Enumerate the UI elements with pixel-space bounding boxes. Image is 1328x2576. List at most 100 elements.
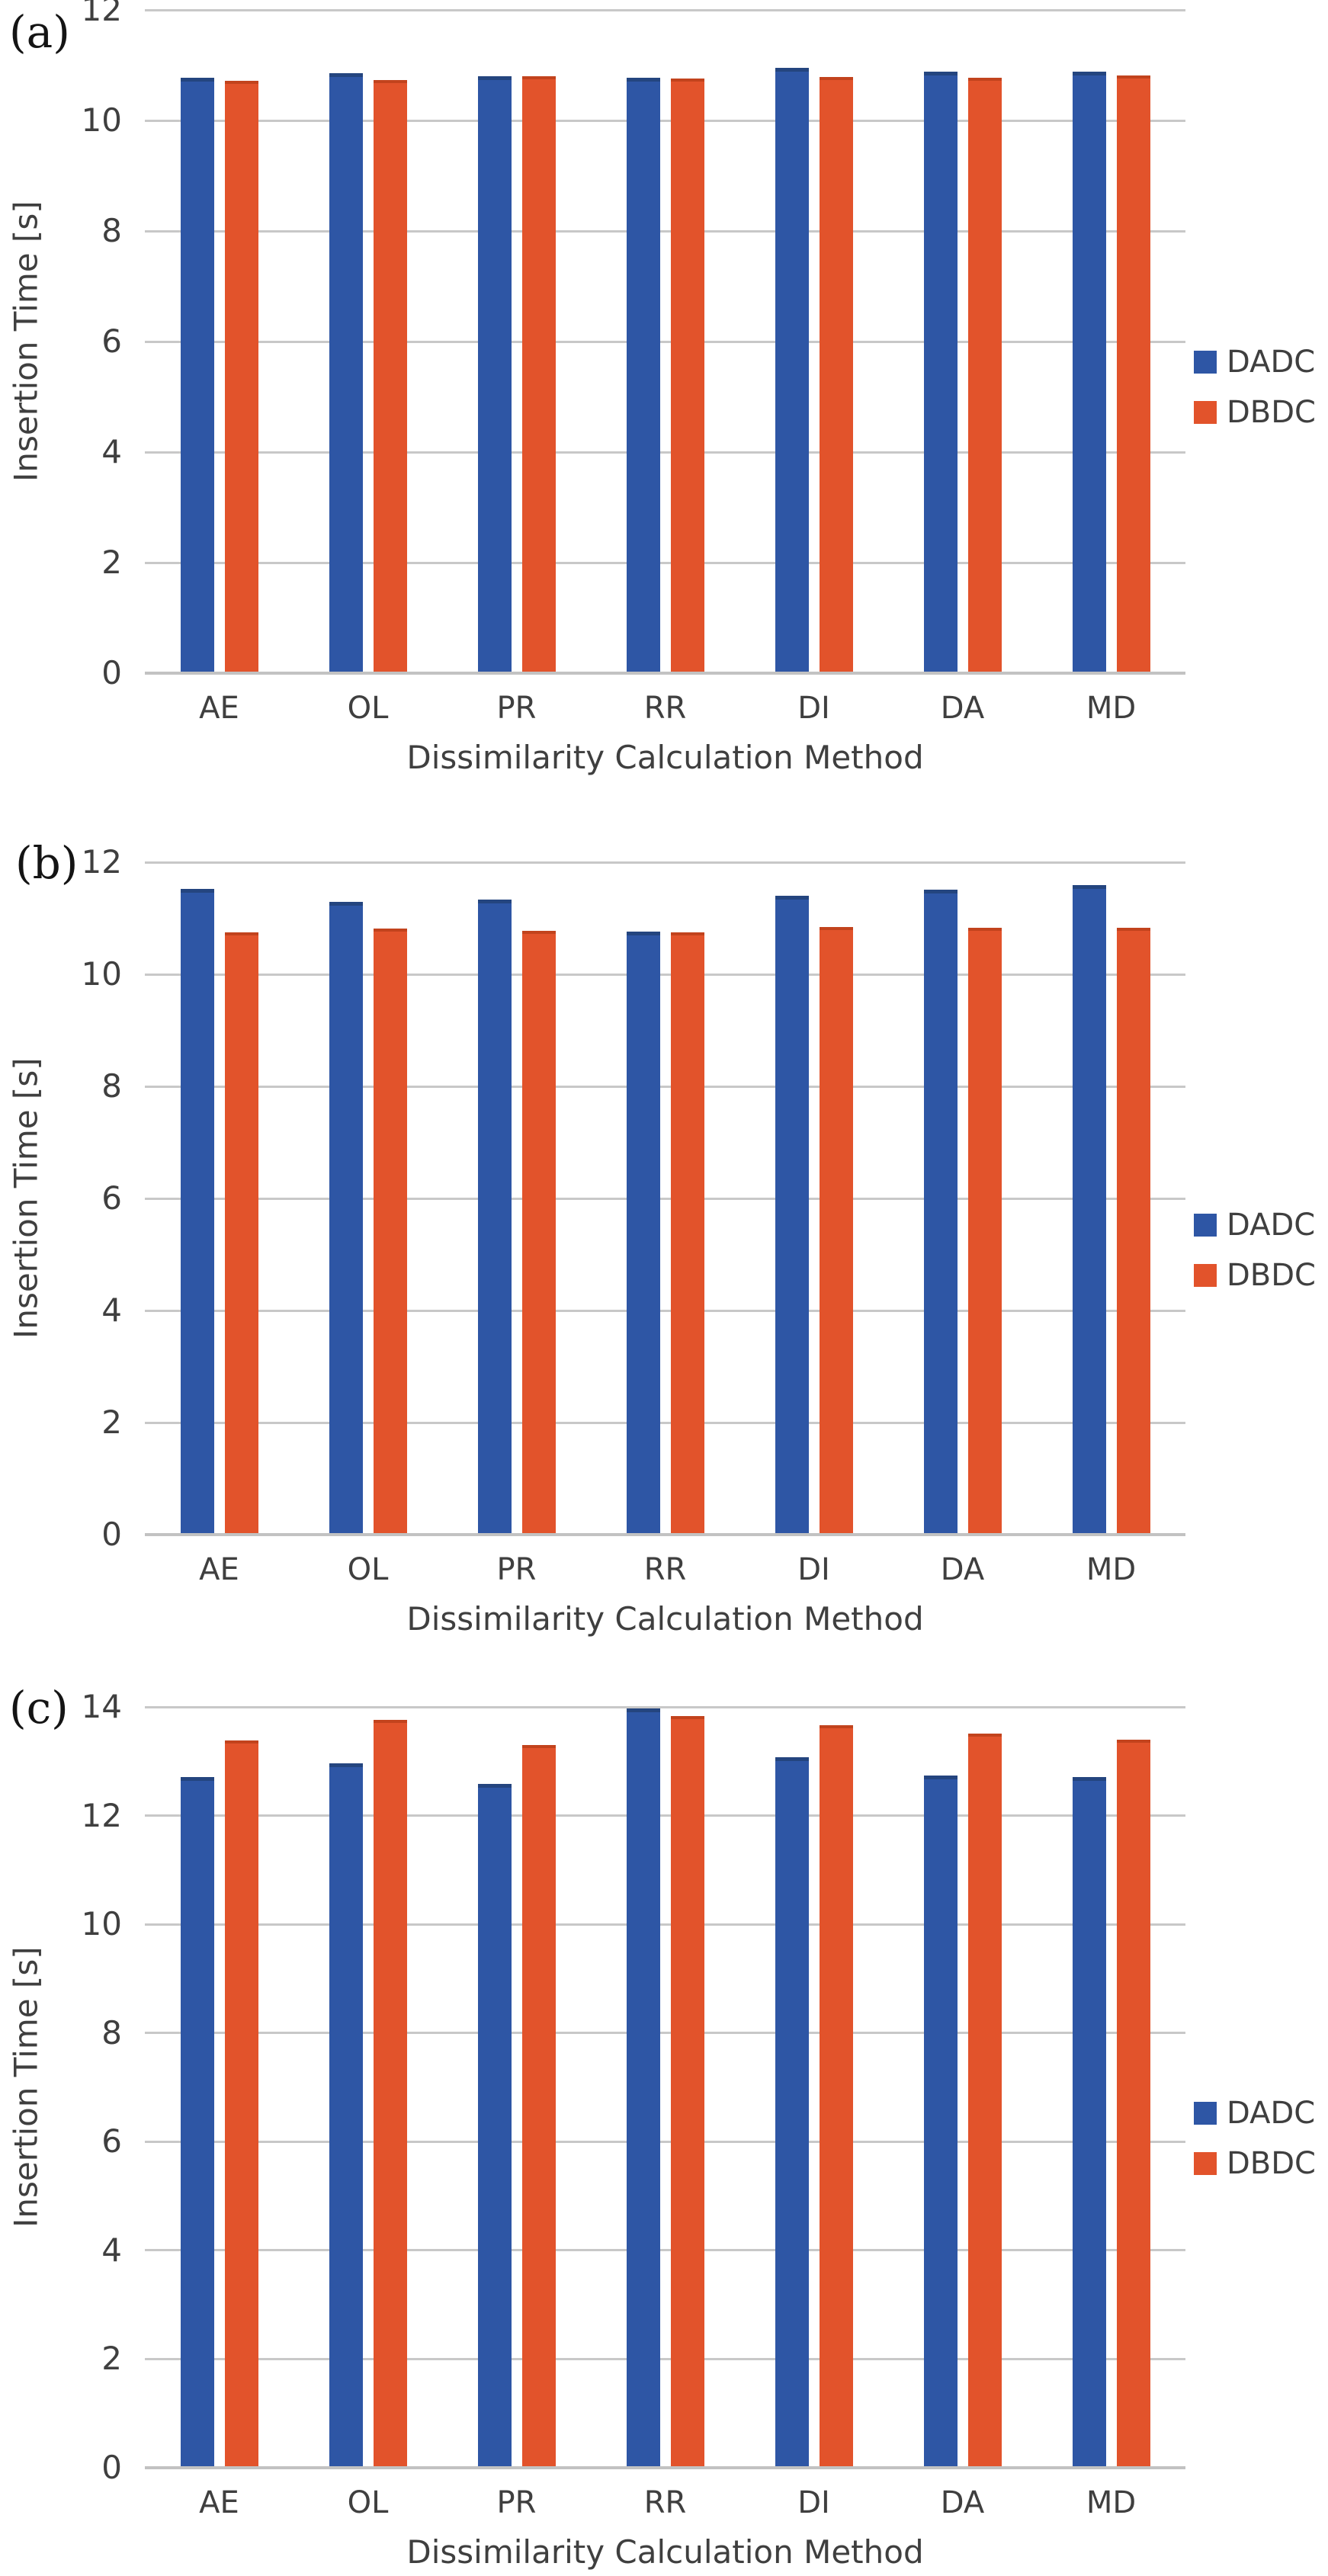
bar-dbdc-rr xyxy=(670,1716,704,2468)
bar-dbdc-da xyxy=(967,928,1002,1535)
y-tick-14: 14 xyxy=(81,1688,122,1725)
bar-dbdc-rr xyxy=(670,79,704,673)
bar-dadc-md xyxy=(1072,71,1106,673)
y-tick-10: 10 xyxy=(81,101,122,139)
x-category-di: DI xyxy=(797,1552,830,1587)
bar-dadc-md xyxy=(1072,885,1106,1535)
x-category-pr: PR xyxy=(496,2485,537,2520)
gridline-8 xyxy=(145,2032,1185,2035)
bar-dbdc-pr xyxy=(521,1745,556,2468)
gridline-6 xyxy=(145,2140,1185,2143)
y-axis-title: Insertion Time [s] xyxy=(7,1057,45,1339)
bar-dbdc-ol xyxy=(373,1720,407,2468)
chart-panel-a: (a) Insertion Time [s] Dissimilarity Cal… xyxy=(0,0,1328,808)
dadc-swatch-icon xyxy=(1194,2102,1217,2125)
gridline-14 xyxy=(145,1705,1185,1708)
y-tick-2: 2 xyxy=(101,1403,122,1441)
bar-dbdc-md xyxy=(1116,928,1150,1535)
bar-dadc-di xyxy=(775,1757,809,2468)
gridline-6 xyxy=(145,1197,1185,1200)
x-category-ol: OL xyxy=(347,691,389,726)
bar-dbdc-da xyxy=(967,1734,1002,2468)
bar-dadc-ae xyxy=(180,889,214,1535)
bar-dadc-di xyxy=(775,68,809,673)
x-category-pr: PR xyxy=(496,691,537,726)
x-category-rr: RR xyxy=(643,2485,687,2520)
x-category-rr: RR xyxy=(643,691,687,726)
bar-dadc-rr xyxy=(626,1708,660,2468)
bar-dadc-pr xyxy=(477,900,512,1535)
legend-item-dadc: DADC xyxy=(1194,347,1316,377)
legend-label-dadc: DADC xyxy=(1227,1208,1316,1243)
bar-dadc-ae xyxy=(180,1776,214,2468)
bar-dbdc-rr xyxy=(670,932,704,1535)
bar-dbdc-pr xyxy=(521,76,556,673)
panel-label-b: (b) xyxy=(15,837,79,889)
y-tick-6: 6 xyxy=(101,1179,122,1217)
plot-area: Dissimilarity Calculation Method 0 2 4 6 8 10… xyxy=(82,0,1185,774)
gridline-4 xyxy=(145,451,1185,454)
x-category-ae: AE xyxy=(199,1552,239,1587)
dbdc-swatch-icon xyxy=(1194,2152,1217,2175)
x-category-da: DA xyxy=(940,691,985,726)
x-category-ae: AE xyxy=(199,691,239,726)
dadc-swatch-icon xyxy=(1194,351,1217,374)
panel-label-c: (c) xyxy=(9,1682,69,1734)
bar-dadc-da xyxy=(923,890,958,1535)
x-category-da: DA xyxy=(940,2485,985,2520)
x-axis-line xyxy=(145,1533,1185,1536)
y-tick-10: 10 xyxy=(81,1905,122,1943)
x-category-di: DI xyxy=(797,691,830,726)
x-axis-title: Dissimilarity Calculation Method xyxy=(406,1600,924,1638)
gridline-12 xyxy=(145,1814,1185,1817)
gridline-10 xyxy=(145,119,1185,122)
gridline-2 xyxy=(145,1421,1185,1424)
legend-item-dbdc: DBDC xyxy=(1194,397,1316,428)
y-tick-8: 8 xyxy=(101,2013,122,2051)
legend-label-dadc: DADC xyxy=(1227,2096,1316,2131)
gridline-4 xyxy=(145,2249,1185,2252)
x-category-da: DA xyxy=(940,1552,985,1587)
y-tick-4: 4 xyxy=(101,433,122,470)
bar-dadc-ol xyxy=(329,1763,363,2468)
x-category-rr: RR xyxy=(643,1552,687,1587)
bar-dadc-di xyxy=(775,895,809,1535)
bar-dbdc-pr xyxy=(521,931,556,1535)
bar-dbdc-ae xyxy=(224,1740,258,2468)
plot-area: Dissimilarity Calculation Method 0 2 4 6 8 10… xyxy=(82,1691,1185,2568)
gridline-2 xyxy=(145,561,1185,564)
bar-dadc-ol xyxy=(329,73,363,673)
bar-dadc-md xyxy=(1072,1776,1106,2468)
y-tick-8: 8 xyxy=(101,212,122,249)
gridline-8 xyxy=(145,1085,1185,1088)
y-tick-6: 6 xyxy=(101,322,122,360)
bar-dbdc-di xyxy=(819,926,853,1535)
bar-dbdc-md xyxy=(1116,1740,1150,2468)
legend-item-dbdc: DBDC xyxy=(1194,2148,1316,2179)
chart-panel-b: (b) Insertion Time [s] Dissimilarity Cal… xyxy=(0,808,1328,1662)
gridline-6 xyxy=(145,340,1185,343)
panel-label-a: (a) xyxy=(9,6,70,58)
bar-dbdc-ae xyxy=(224,932,258,1535)
bar-dbdc-di xyxy=(819,1724,853,2468)
y-tick-12: 12 xyxy=(81,843,122,881)
y-tick-10: 10 xyxy=(81,955,122,993)
dbdc-swatch-icon xyxy=(1194,1264,1217,1287)
legend-label-dbdc: DBDC xyxy=(1227,1258,1316,1293)
bar-dadc-rr xyxy=(626,931,660,1535)
x-axis-title: Dissimilarity Calculation Method xyxy=(406,2533,924,2571)
x-category-ae: AE xyxy=(199,2485,239,2520)
bar-dbdc-di xyxy=(819,77,853,673)
x-category-md: MD xyxy=(1086,691,1137,726)
bar-dadc-pr xyxy=(477,76,512,673)
legend: DADC DBDC xyxy=(1194,1210,1316,1291)
legend-item-dadc: DADC xyxy=(1194,1210,1316,1240)
legend-label-dbdc: DBDC xyxy=(1227,2146,1316,2181)
dadc-swatch-icon xyxy=(1194,1214,1217,1237)
x-category-ol: OL xyxy=(347,1552,389,1587)
dbdc-swatch-icon xyxy=(1194,401,1217,424)
x-axis-line xyxy=(145,672,1185,675)
y-tick-12: 12 xyxy=(81,0,122,28)
y-tick-12: 12 xyxy=(81,1796,122,1834)
bar-dadc-rr xyxy=(626,77,660,673)
